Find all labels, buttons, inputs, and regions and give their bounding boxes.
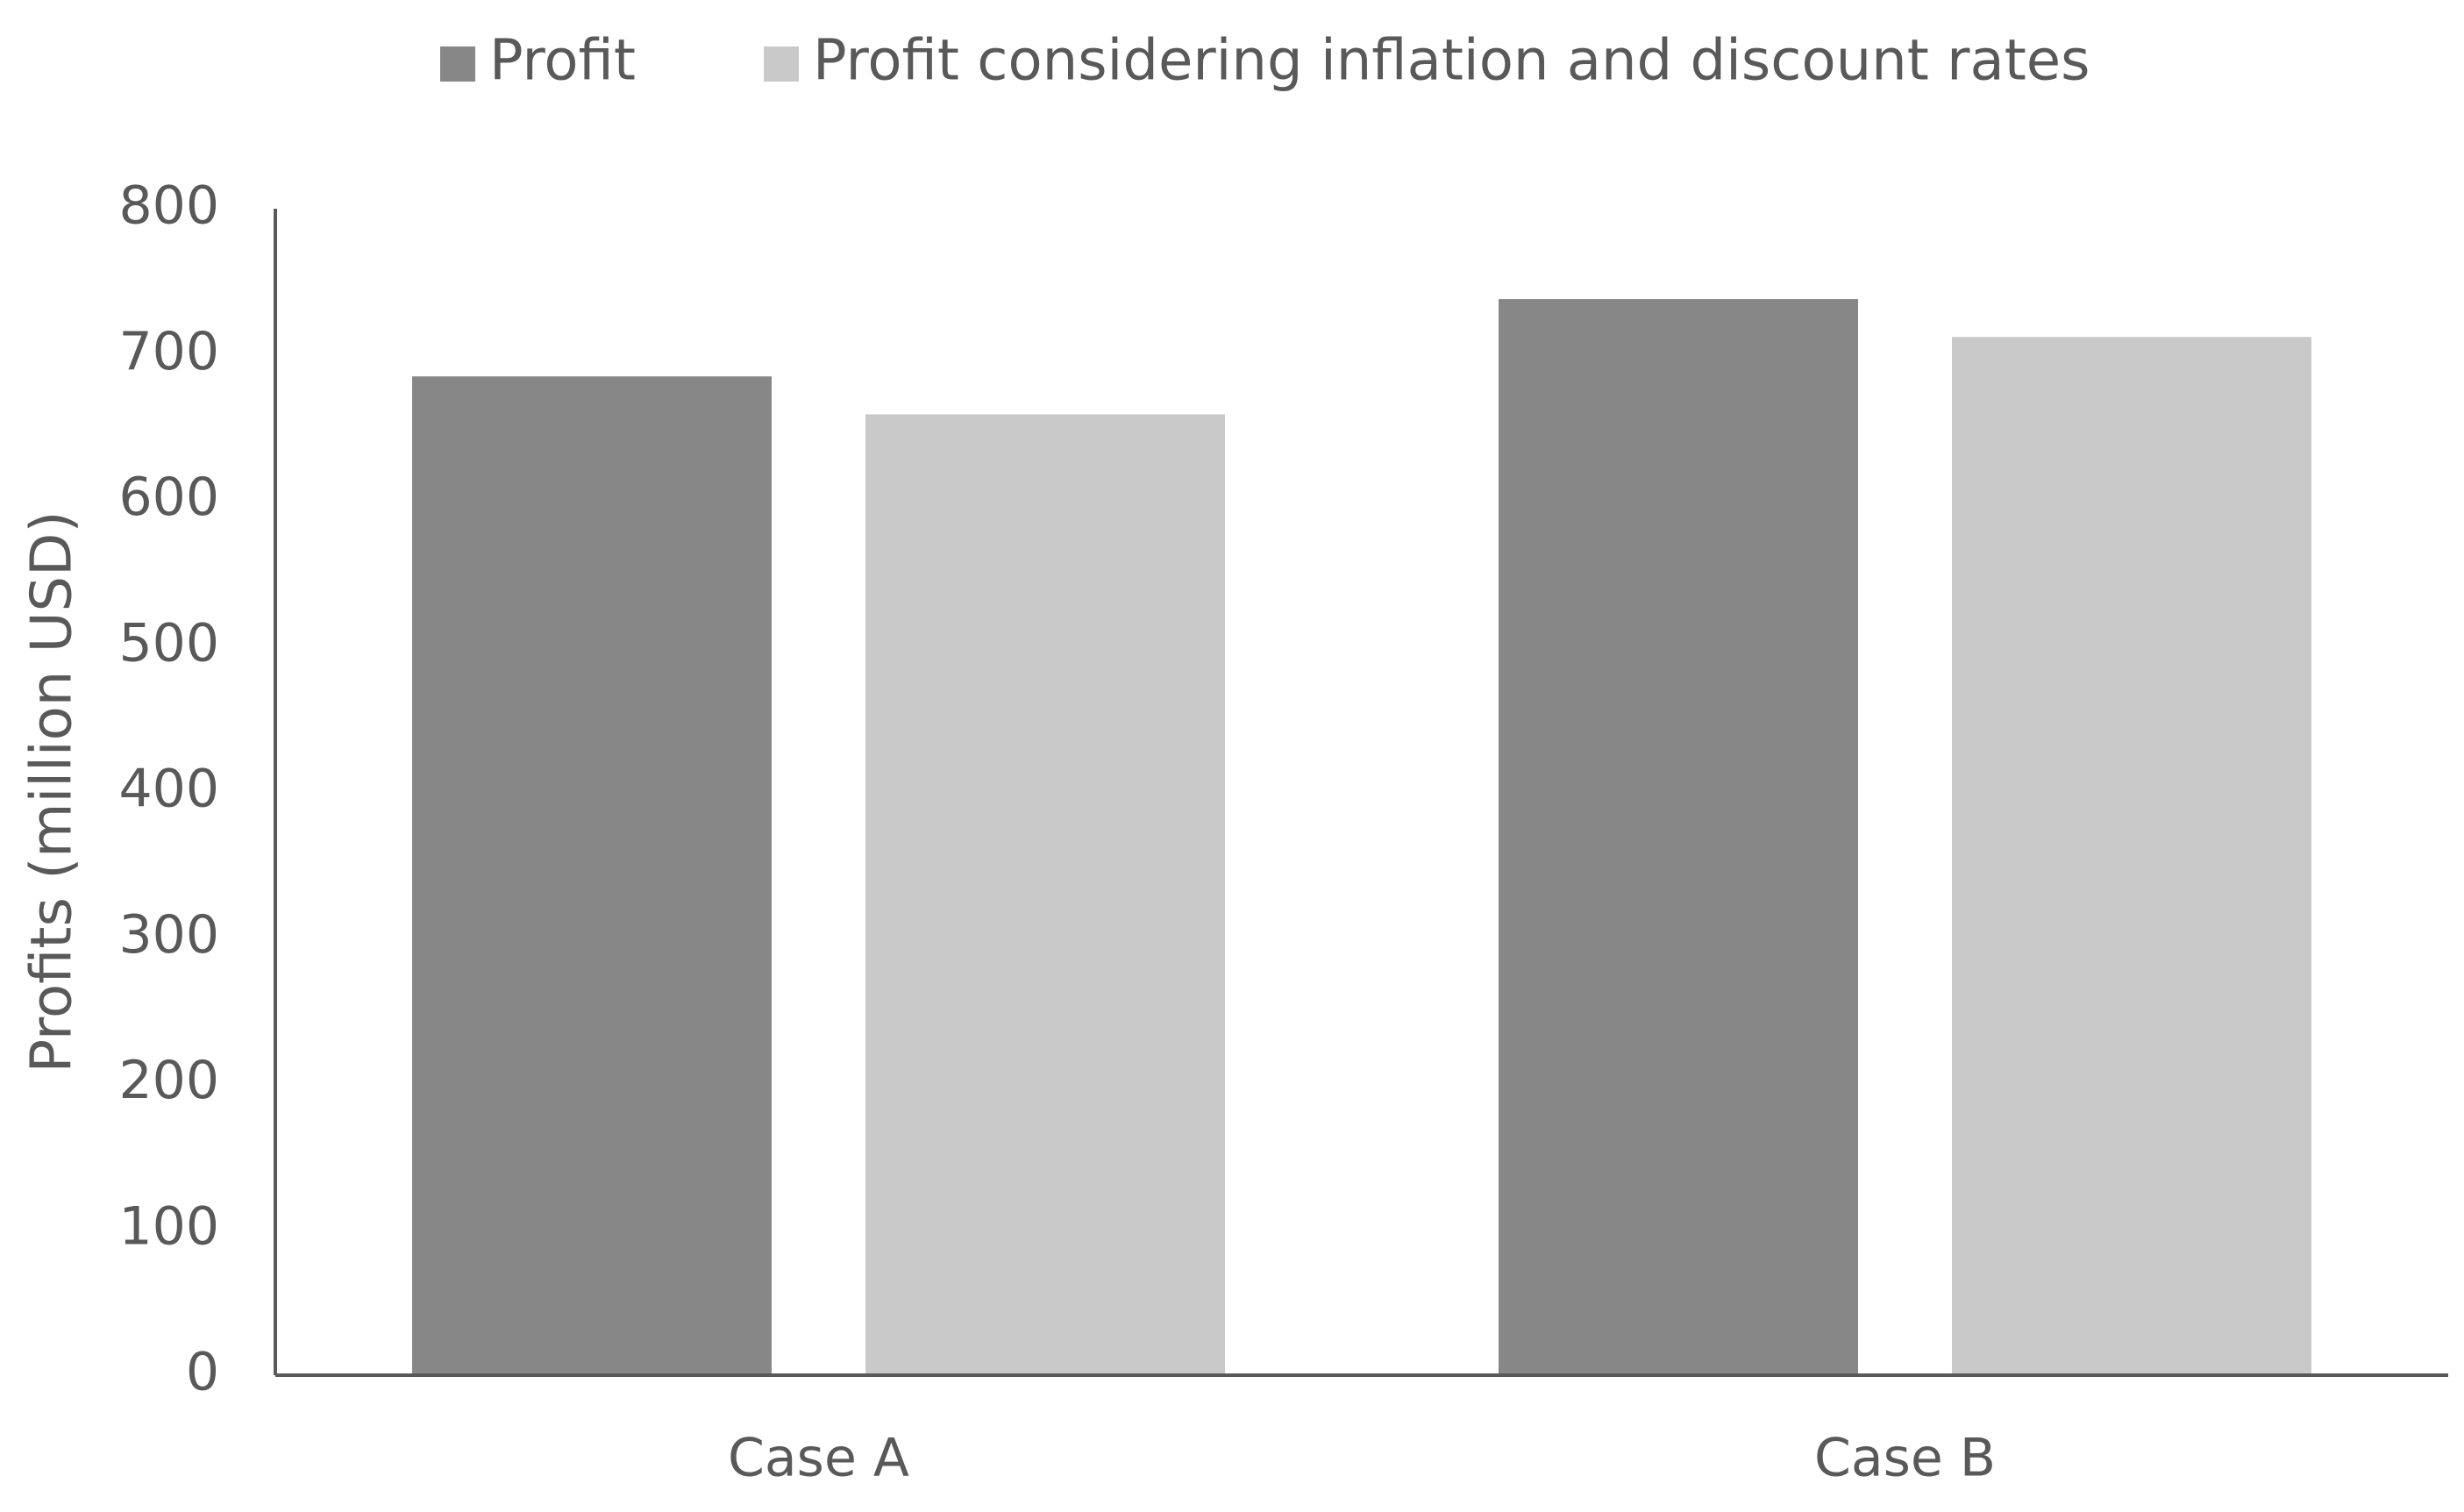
y-tick-label: 200 [118,1050,219,1111]
y-tick-label: 500 [118,612,219,674]
x-tick-label: Case B [1814,1428,1996,1489]
legend-swatch [764,46,799,82]
y-tick-label: 600 [118,467,219,528]
legend-label: Profit considering inflation and discoun… [813,29,2090,94]
y-tick-label: 400 [118,759,219,820]
bar [1499,299,1858,1376]
y-tick-label: 0 [186,1342,219,1403]
y-tick-label: 100 [118,1195,219,1257]
y-tick-label: 700 [118,321,219,382]
legend-label: Profit [489,29,636,94]
legend-swatch [440,46,475,82]
bar [865,414,1225,1376]
y-tick-label: 300 [118,904,219,966]
y-tick-label: 800 [118,175,219,237]
x-tick-label: Case A [728,1428,909,1489]
y-axis-title: Profits (million USD) [20,511,85,1073]
bar [412,376,772,1375]
bar [1952,337,2311,1375]
